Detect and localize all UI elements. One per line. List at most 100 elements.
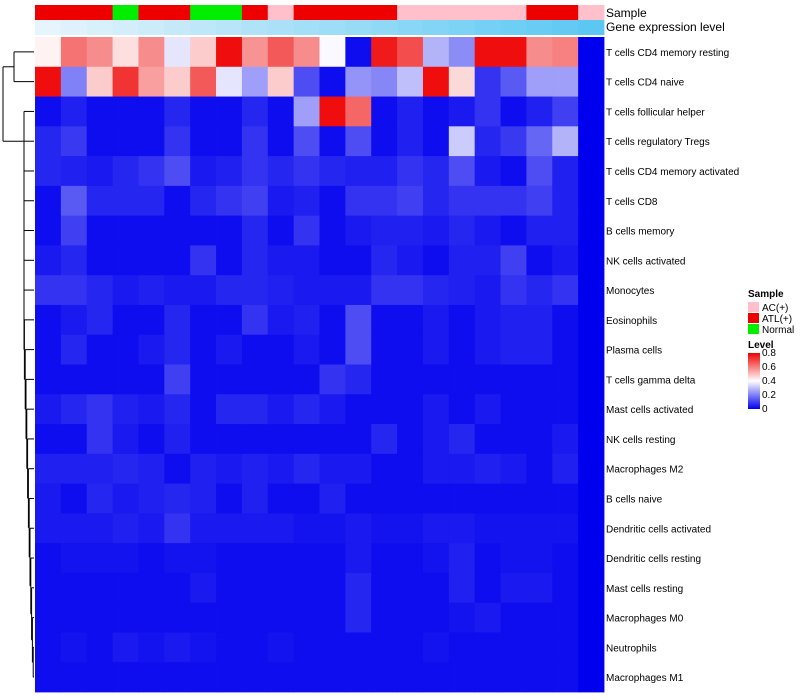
heatmap-cell xyxy=(190,602,217,633)
heatmap-cell xyxy=(241,543,269,574)
heatmap-cell xyxy=(293,334,320,365)
heatmap-cell xyxy=(86,245,113,276)
heatmap-cell xyxy=(267,37,295,68)
heatmap-cell xyxy=(526,453,553,484)
heatmap-cell xyxy=(86,215,113,246)
heatmap-cell xyxy=(60,215,88,246)
heatmap-cell xyxy=(138,483,165,514)
heatmap-cell xyxy=(500,424,527,455)
heatmap-cell xyxy=(216,37,243,68)
heatmap-cell xyxy=(267,513,295,544)
heatmap-cell xyxy=(164,572,191,604)
heatmap-cell xyxy=(526,275,553,306)
heatmap-cell xyxy=(578,304,605,336)
expression-annotation-label: Gene expression level xyxy=(606,20,725,34)
heatmap-cell xyxy=(267,662,295,693)
heatmap-cell xyxy=(267,364,295,395)
heatmap-cell xyxy=(138,572,165,604)
heatmap-cell xyxy=(448,602,476,633)
heatmap-cell xyxy=(190,632,217,663)
heatmap-cell xyxy=(578,632,605,663)
sample-bar-cell xyxy=(397,5,424,20)
heatmap-cell xyxy=(293,156,320,187)
heatmap-cell xyxy=(345,453,372,484)
heatmap-cell xyxy=(60,245,88,276)
heatmap-cell xyxy=(397,662,424,693)
heatmap-cell xyxy=(319,96,346,127)
heatmap-cell xyxy=(164,126,191,157)
heatmap-cell xyxy=(526,126,553,157)
heatmap-cell xyxy=(345,304,372,336)
heatmap-cell xyxy=(267,602,295,633)
heatmap-cell xyxy=(60,185,88,217)
heatmap-cell xyxy=(422,126,450,157)
heatmap-cell xyxy=(422,66,450,97)
heatmap-cell xyxy=(552,275,579,306)
heatmap-cell xyxy=(422,275,450,306)
row-label: Eosinophils xyxy=(606,316,657,327)
heatmap-cell xyxy=(422,602,450,633)
heatmap-cell xyxy=(216,126,243,157)
heatmap-cell xyxy=(112,602,139,633)
heatmap-cell xyxy=(60,364,88,395)
heatmap-cell xyxy=(552,394,579,425)
sample-bar-cell xyxy=(448,5,476,20)
level-tick-label: 0.2 xyxy=(762,390,776,401)
heatmap-cell xyxy=(190,513,217,544)
row-label: B cells memory xyxy=(606,227,674,238)
heatmap-cell xyxy=(448,215,476,246)
heatmap-cell xyxy=(500,66,527,97)
heatmap-cell xyxy=(448,66,476,97)
heatmap-cell xyxy=(60,602,88,633)
legend-item-label: AC(+) xyxy=(762,303,788,314)
expression-bar-cell xyxy=(216,20,243,35)
heatmap-cell xyxy=(241,156,269,187)
heatmap-cell xyxy=(474,96,501,127)
heatmap-cell xyxy=(216,543,243,574)
sample-bar-cell xyxy=(319,5,346,20)
heatmap-cell xyxy=(345,334,372,365)
heatmap-cell xyxy=(397,364,424,395)
heatmap-cell xyxy=(474,602,501,633)
heatmap-cell xyxy=(35,66,62,97)
heatmap-cell xyxy=(526,304,553,336)
heatmap-cell xyxy=(345,96,372,127)
heatmap-cell xyxy=(448,543,476,574)
heatmap-cell xyxy=(319,543,346,574)
level-tick-label: 0.4 xyxy=(762,376,776,387)
heatmap-cell xyxy=(112,334,139,365)
heatmap-cell xyxy=(164,662,191,693)
heatmap-cell xyxy=(190,245,217,276)
heatmap-cell xyxy=(422,483,450,514)
heatmap-cell xyxy=(500,37,527,68)
sample-bar-cell xyxy=(552,5,579,20)
heatmap-cell xyxy=(60,424,88,455)
heatmap-cell xyxy=(319,513,346,544)
heatmap-cell xyxy=(35,662,62,693)
heatmap-cell xyxy=(552,602,579,633)
heatmap-cell xyxy=(86,453,113,484)
sample-bar-cell xyxy=(112,5,139,20)
heatmap-cell xyxy=(319,334,346,365)
heatmap-cell xyxy=(397,424,424,455)
heatmap-cell xyxy=(500,96,527,127)
heatmap-cell xyxy=(319,364,346,395)
heatmap-cell xyxy=(578,66,605,97)
heatmap-cell xyxy=(552,37,579,68)
heatmap-cell xyxy=(216,66,243,97)
heatmap-cell xyxy=(526,632,553,663)
heatmap-cell xyxy=(526,572,553,604)
sample-bar-cell xyxy=(35,5,62,20)
expression-bar-cell xyxy=(552,20,579,35)
legend-swatch-normal xyxy=(748,324,759,334)
heatmap-cell xyxy=(371,304,398,336)
heatmap-cell xyxy=(371,96,398,127)
heatmap-cell xyxy=(371,572,398,604)
heatmap-cell xyxy=(371,37,398,68)
heatmap-cell xyxy=(190,37,217,68)
expression-bar-cell xyxy=(578,20,605,35)
heatmap-cell xyxy=(500,275,527,306)
heatmap-cell xyxy=(578,275,605,306)
heatmap-cell xyxy=(241,483,269,514)
heatmap-cell xyxy=(112,572,139,604)
